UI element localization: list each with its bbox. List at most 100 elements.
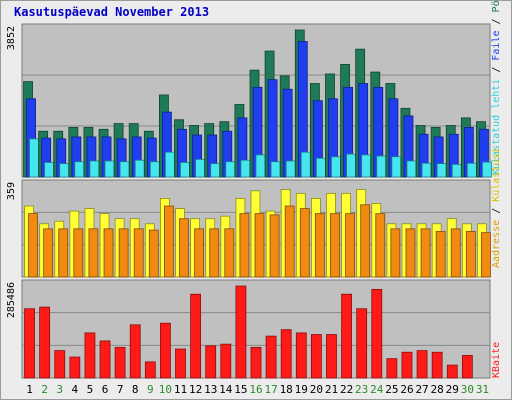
bar-külastatud-lehti-day-9 <box>149 161 160 178</box>
bar-külastatud-lehti-day-28 <box>436 163 447 178</box>
bar-aadresse-day-27 <box>420 228 431 278</box>
x-tick-label-6: 6 <box>102 383 109 396</box>
bar-aadresse-day-17 <box>269 214 280 278</box>
bar-aadresse-day-4 <box>73 228 84 278</box>
bar-kbaite-day-14 <box>220 343 232 379</box>
bar-aadresse-day-7 <box>118 228 129 278</box>
bar-aadresse-day-8 <box>133 228 144 278</box>
bar-kbaite-day-15 <box>235 285 247 379</box>
bar-kbaite-day-17 <box>265 335 277 379</box>
bar-aadresse-day-18 <box>284 205 295 278</box>
bar-kbaite-day-8 <box>129 324 141 379</box>
legend-top: Külastatud lehti / Faile / Pöördumisi <box>491 0 502 175</box>
x-tick-label-26: 26 <box>400 383 413 396</box>
bar-külastatud-lehti-day-4 <box>74 161 85 178</box>
x-tick-label-8: 8 <box>132 383 139 396</box>
bar-külastatud-lehti-day-20 <box>315 157 326 178</box>
bar-külastatud-lehti-day-7 <box>119 161 130 178</box>
x-tick-label-5: 5 <box>87 383 94 396</box>
bar-külastatud-lehti-day-24 <box>376 155 387 178</box>
bar-kbaite-day-20 <box>310 334 322 379</box>
panel-top-max-label: 3852 <box>6 26 17 50</box>
bar-aadresse-day-12 <box>194 228 205 278</box>
bar-kbaite-day-1 <box>24 308 35 379</box>
bar-kbaite-day-24 <box>371 288 383 379</box>
x-tick-label-15: 15 <box>234 383 247 396</box>
x-tick-label-25: 25 <box>385 383 398 396</box>
bar-aadresse-day-3 <box>58 228 69 278</box>
bar-aadresse-day-29 <box>450 228 461 278</box>
x-tick-label-30: 30 <box>461 383 474 396</box>
x-tick-label-2: 2 <box>41 383 48 396</box>
x-tick-label-14: 14 <box>219 383 233 396</box>
x-tick-label-13: 13 <box>204 383 217 396</box>
bar-kbaite-day-4 <box>69 356 81 379</box>
bar-kbaite-day-19 <box>295 332 307 379</box>
bar-külastatud-lehti-day-11 <box>180 162 190 178</box>
bar-kbaite-day-13 <box>205 345 217 379</box>
bar-aadresse-day-15 <box>239 213 250 278</box>
bar-aadresse-day-31 <box>481 232 491 278</box>
bar-külastatud-lehti-day-22 <box>346 153 356 178</box>
bar-kbaite-day-7 <box>114 346 126 379</box>
legend-middle: Aadresse / Külastusi <box>491 148 502 268</box>
bar-külastatud-lehti-day-18 <box>285 160 296 178</box>
bar-aadresse-day-28 <box>435 230 446 278</box>
bar-külastatud-lehti-day-12 <box>195 159 206 178</box>
bar-aadresse-day-10 <box>164 205 174 278</box>
bar-külastatud-lehti-day-27 <box>421 162 432 178</box>
x-tick-label-12: 12 <box>189 383 202 396</box>
bar-kbaite-day-30 <box>461 355 473 379</box>
bar-aadresse-day-24 <box>375 213 386 278</box>
x-tick-label-19: 19 <box>295 383 308 396</box>
bar-külastatud-lehti-day-10 <box>165 151 175 178</box>
bar-aadresse-day-1 <box>28 213 38 278</box>
bar-kbaite-day-22 <box>341 293 352 379</box>
bar-külastatud-lehti-day-19 <box>300 151 311 178</box>
bar-külastatud-lehti-day-23 <box>361 154 372 178</box>
bar-kbaite-day-21 <box>326 334 337 379</box>
bar-kbaite-day-23 <box>356 308 368 379</box>
bar-kbaite-day-25 <box>386 358 398 379</box>
bar-külastatud-lehti-day-17 <box>270 161 281 178</box>
bar-aadresse-day-25 <box>390 228 401 278</box>
bar-külastatud-lehti-day-21 <box>331 156 341 178</box>
x-tick-label-20: 20 <box>310 383 323 396</box>
bar-kbaite-day-2 <box>39 306 51 379</box>
chart-title: Kasutuspäevad November 2013 <box>14 5 210 19</box>
bar-aadresse-day-11 <box>179 218 189 278</box>
bar-kbaite-day-9 <box>144 361 156 379</box>
bar-kbaite-day-27 <box>416 350 428 379</box>
x-tick-label-22: 22 <box>340 383 353 396</box>
x-tick-label-9: 9 <box>147 383 154 396</box>
bar-aadresse-day-14 <box>224 228 235 278</box>
x-tick-label-3: 3 <box>56 383 63 396</box>
bar-kbaite-day-3 <box>54 350 66 379</box>
bar-aadresse-day-20 <box>314 213 325 278</box>
bar-aadresse-day-16 <box>254 213 265 278</box>
bar-kbaite-day-18 <box>280 329 292 379</box>
legend-bottom: KBaite <box>491 342 502 378</box>
bar-aadresse-day-9 <box>148 229 159 278</box>
bar-aadresse-day-21 <box>330 213 340 278</box>
bar-külastatud-lehti-day-8 <box>134 159 145 178</box>
bar-külastatud-lehti-day-6 <box>104 160 115 178</box>
x-tick-label-29: 29 <box>446 383 459 396</box>
bar-kbaite-day-16 <box>250 346 262 379</box>
bar-kbaite-day-5 <box>84 332 96 379</box>
x-tick-label-18: 18 <box>280 383 293 396</box>
bar-kbaite-day-29 <box>446 364 458 379</box>
x-tick-label-11: 11 <box>174 383 187 396</box>
bar-aadresse-day-5 <box>88 228 99 278</box>
bar-külastatud-lehti-day-5 <box>89 160 100 178</box>
bar-aadresse-day-22 <box>345 213 355 278</box>
x-tick-label-1: 1 <box>26 383 33 396</box>
x-tick-label-28: 28 <box>431 383 444 396</box>
bar-külastatud-lehti-day-15 <box>240 159 251 178</box>
bar-külastatud-lehti-day-1 <box>29 138 39 178</box>
bar-aadresse-day-13 <box>209 228 220 278</box>
bar-aadresse-day-30 <box>465 230 476 278</box>
bar-külastatud-lehti-day-2 <box>44 162 55 178</box>
bar-aadresse-day-2 <box>43 228 54 278</box>
